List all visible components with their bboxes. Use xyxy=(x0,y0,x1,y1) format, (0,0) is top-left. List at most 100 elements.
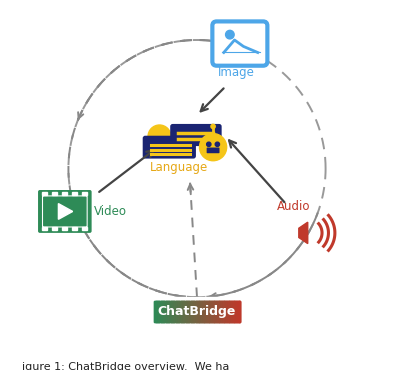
Bar xyxy=(168,301,169,322)
Bar xyxy=(230,301,231,322)
Bar xyxy=(158,301,159,322)
Bar xyxy=(178,301,179,322)
Bar xyxy=(165,301,167,322)
Bar xyxy=(157,301,158,322)
Bar xyxy=(162,301,163,322)
Bar xyxy=(167,301,168,322)
Bar xyxy=(160,301,161,322)
Bar xyxy=(165,301,166,322)
Bar xyxy=(156,301,157,322)
Bar xyxy=(158,301,160,322)
Bar xyxy=(160,301,161,322)
Bar xyxy=(223,301,224,322)
Bar xyxy=(82,192,87,195)
Bar xyxy=(197,301,198,322)
FancyBboxPatch shape xyxy=(43,196,87,226)
Bar xyxy=(155,301,156,322)
Bar xyxy=(226,301,227,322)
FancyBboxPatch shape xyxy=(146,141,173,151)
Bar xyxy=(200,301,201,322)
Bar xyxy=(173,301,174,322)
Bar xyxy=(171,301,172,322)
Bar xyxy=(170,301,171,322)
Bar xyxy=(72,192,76,195)
Bar xyxy=(169,301,170,322)
Bar xyxy=(154,301,155,322)
Bar xyxy=(203,301,204,322)
Bar xyxy=(210,301,211,322)
Text: Image: Image xyxy=(218,66,255,79)
Bar xyxy=(216,301,217,322)
Bar xyxy=(218,301,219,322)
Bar xyxy=(195,301,197,322)
Bar xyxy=(161,301,162,322)
Bar xyxy=(228,301,229,322)
Bar xyxy=(221,301,222,322)
Bar xyxy=(227,301,228,322)
Bar xyxy=(185,301,186,322)
Bar xyxy=(188,301,190,322)
Bar xyxy=(186,301,188,322)
Bar xyxy=(208,301,209,322)
Bar xyxy=(215,301,216,322)
Bar xyxy=(209,301,210,322)
Bar xyxy=(159,301,160,322)
Bar xyxy=(202,301,203,322)
Bar xyxy=(193,301,195,322)
Bar xyxy=(200,301,201,322)
Bar xyxy=(199,301,200,322)
Bar xyxy=(82,227,87,230)
Bar xyxy=(203,301,204,322)
Bar xyxy=(176,301,177,322)
Bar xyxy=(196,301,197,322)
Bar xyxy=(172,301,173,322)
Bar xyxy=(229,301,230,322)
Bar xyxy=(177,301,178,322)
Bar xyxy=(209,301,210,322)
Bar xyxy=(222,301,223,322)
Bar xyxy=(204,301,205,322)
Bar xyxy=(236,301,237,322)
Bar xyxy=(189,301,190,322)
Circle shape xyxy=(226,30,234,39)
Bar xyxy=(222,301,223,322)
Bar xyxy=(202,301,203,322)
Bar xyxy=(203,301,204,322)
Bar xyxy=(188,301,190,322)
Bar xyxy=(206,301,207,322)
Bar xyxy=(161,301,162,322)
Bar xyxy=(62,227,67,230)
Bar xyxy=(159,301,160,322)
Bar xyxy=(204,301,205,322)
Bar xyxy=(201,301,202,322)
Bar xyxy=(218,301,219,322)
Bar xyxy=(217,301,218,322)
Bar xyxy=(235,301,236,322)
Bar xyxy=(238,301,239,322)
Bar xyxy=(193,301,195,322)
Polygon shape xyxy=(58,204,72,219)
Bar xyxy=(217,301,218,322)
Bar xyxy=(224,301,225,322)
Bar xyxy=(223,301,225,322)
Text: Video: Video xyxy=(93,205,126,218)
Bar xyxy=(163,301,164,322)
Bar xyxy=(215,301,216,322)
Bar xyxy=(208,301,209,322)
Bar xyxy=(191,301,192,322)
Polygon shape xyxy=(299,222,308,243)
Bar xyxy=(226,301,227,322)
Bar xyxy=(176,301,177,322)
Bar xyxy=(190,301,191,322)
FancyBboxPatch shape xyxy=(212,21,268,66)
Bar xyxy=(182,301,183,322)
Bar xyxy=(155,301,156,322)
Bar xyxy=(233,301,234,322)
Text: ChatBridge: ChatBridge xyxy=(158,305,236,318)
Bar xyxy=(220,301,221,322)
Bar xyxy=(234,301,235,322)
Bar xyxy=(195,301,197,322)
Bar xyxy=(205,301,206,322)
Bar xyxy=(198,301,199,322)
Bar xyxy=(230,301,231,322)
